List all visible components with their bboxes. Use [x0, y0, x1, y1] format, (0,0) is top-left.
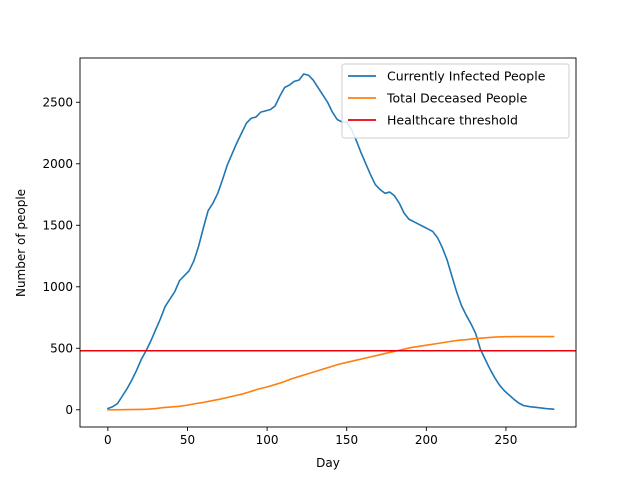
legend-label-total-deceased-people: Total Deceased People — [386, 91, 528, 106]
x-tick-label: 0 — [104, 433, 112, 447]
y-tick-label: 2500 — [42, 96, 73, 110]
x-tick-label: 250 — [494, 433, 517, 447]
series-line-total-deceased-people — [107, 335, 555, 411]
x-tick-label: 50 — [180, 433, 195, 447]
x-axis-label: Day — [316, 456, 340, 470]
y-tick-label: 500 — [50, 342, 73, 356]
legend-label-currently-infected-people: Currently Infected People — [387, 69, 546, 84]
legend-box — [341, 63, 570, 139]
y-tick-label: 1000 — [42, 280, 73, 294]
y-tick-label: 1500 — [42, 219, 73, 233]
x-tick-label: 150 — [335, 433, 358, 447]
y-tick-label: 2000 — [42, 157, 73, 171]
x-tick-label: 200 — [415, 433, 438, 447]
axes-frame — [79, 57, 577, 428]
legend: Currently Infected People Total Deceased … — [341, 63, 570, 139]
series-line-currently-infected-people — [107, 73, 555, 410]
x-tick-label: 100 — [256, 433, 279, 447]
legend-label-healthcare-threshold: Healthcare threshold — [387, 113, 518, 128]
y-tick-label: 0 — [65, 403, 73, 417]
series-layer — [80, 73, 576, 411]
y-axis-label: Number of people — [14, 189, 28, 297]
